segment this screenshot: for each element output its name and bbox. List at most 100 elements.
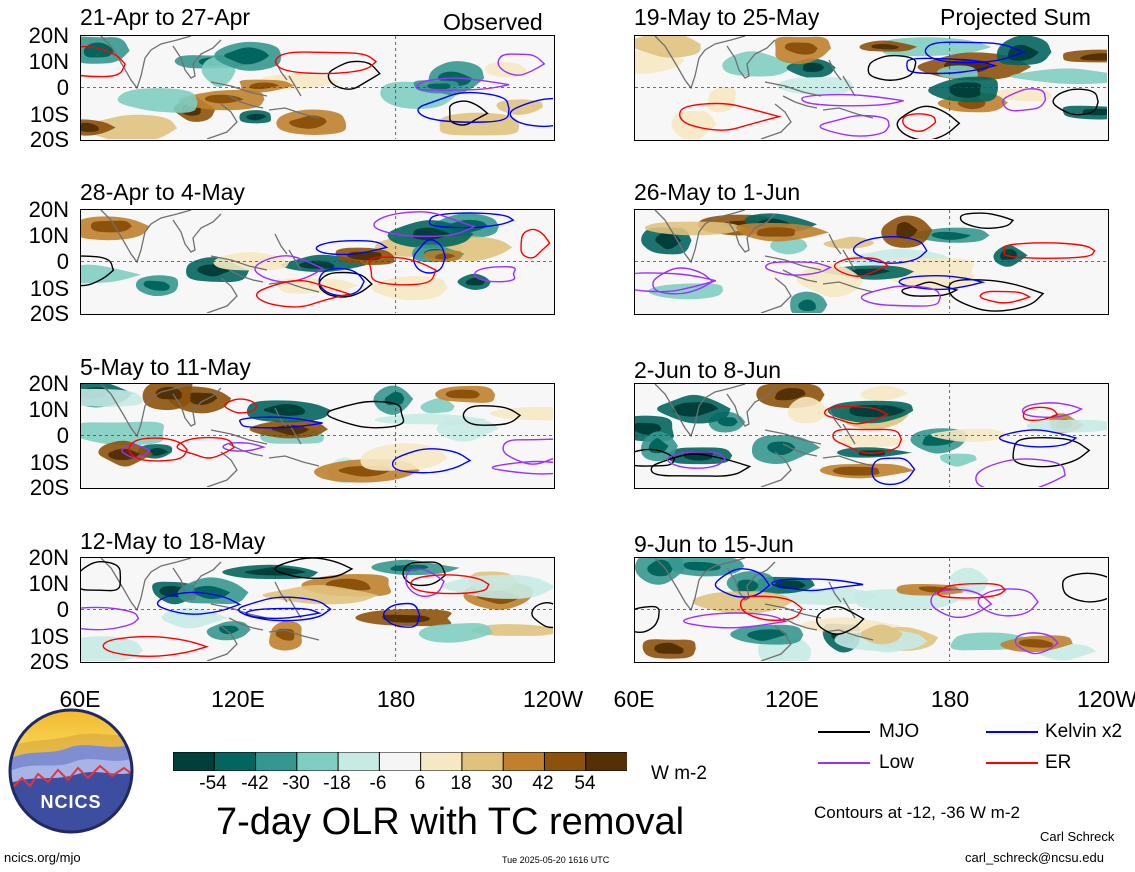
lat-label: 20S (29, 649, 69, 674)
coastline (274, 233, 288, 255)
olr-anomaly-blob (671, 110, 717, 139)
colorbar-swatch (543, 751, 587, 772)
olr-anomaly-core (83, 42, 115, 58)
map-panel-7 (634, 383, 1109, 489)
contour-kelvin (509, 97, 553, 128)
colorbar-tick-label: -42 (241, 773, 269, 794)
contour-low (373, 211, 477, 238)
contour-er (176, 436, 235, 459)
olr-map-plot (635, 210, 1107, 313)
olr-anomaly-blob (775, 588, 877, 605)
contour-kelvin (412, 239, 446, 274)
coastline (228, 269, 264, 283)
olr-anomaly-blob (644, 221, 747, 236)
olr-anomaly-blob (722, 51, 795, 77)
contour-kelvin (318, 267, 365, 297)
contour-er (368, 256, 437, 286)
contour-mjo (896, 105, 961, 139)
contour-low (860, 285, 942, 307)
olr-anomaly-core (81, 122, 99, 132)
olr-anomaly-core (848, 268, 891, 276)
contour-er (1022, 406, 1059, 422)
lat-label: 20S (29, 127, 69, 152)
panel-title-8: 9-Jun to 15-Jun (634, 531, 794, 557)
panel-title-5: 19-May to 25-May (634, 4, 820, 30)
map-panel-6 (634, 209, 1109, 315)
panel-tag-projected: Projected Sum (940, 4, 1091, 30)
lat-label: 20S (29, 301, 69, 326)
contour-er (128, 437, 188, 462)
coastline (760, 451, 792, 487)
coastline (210, 255, 268, 271)
coastline (760, 277, 792, 313)
lat-label: 0 (56, 249, 69, 274)
olr-map-plot (635, 384, 1107, 487)
olr-anomaly-core (635, 422, 662, 435)
olr-anomaly-core (756, 227, 795, 237)
panel-title-6: 26-May to 1-Jun (634, 179, 801, 205)
coastline (726, 39, 776, 79)
logo-text: NCICS (40, 792, 102, 812)
contour-low (1014, 632, 1060, 655)
legend: MJO Kelvin x2 Low ER (816, 718, 1135, 778)
lat-label: 10S (29, 450, 69, 475)
lat-label: 20N (28, 197, 69, 222)
map-panel-8 (634, 557, 1109, 663)
olr-anomaly-core (244, 567, 307, 576)
contour-er (832, 428, 903, 454)
contour-mjo (948, 278, 1045, 312)
olr-map-plot (81, 384, 553, 487)
contour-mjo (318, 271, 373, 298)
coastline (172, 213, 222, 253)
contour-er (679, 102, 782, 131)
olr-anomaly-blob (1010, 68, 1107, 85)
website-link[interactable]: ncics.org/mjo (4, 850, 81, 865)
olr-anomaly-core (918, 586, 957, 593)
coastline (210, 603, 268, 619)
panel-title-1: 21-Apr to 27-Apr (80, 4, 251, 30)
figure-title: 7-day OLR with TC removal (216, 801, 685, 843)
colorbar-swatch (255, 751, 298, 772)
coastline (760, 103, 792, 139)
contour-er (224, 398, 258, 414)
olr-anomaly-blob (860, 385, 909, 401)
coastline (726, 561, 776, 601)
contour-low (635, 272, 716, 293)
olr-anomaly-blob (484, 61, 527, 78)
lat-label: 20N (28, 23, 69, 48)
contour-er (255, 279, 352, 308)
contour-er (937, 582, 1007, 599)
olr-anomaly-core (246, 113, 267, 121)
coastline (206, 277, 238, 313)
colorbar-swatch (502, 751, 546, 772)
coastline (288, 75, 302, 97)
colorbar-tick-label: -54 (199, 773, 227, 794)
coastline (760, 625, 792, 661)
contour-er (1003, 242, 1096, 259)
olr-anomaly-blob (1026, 419, 1107, 433)
contour-low (473, 265, 516, 283)
lat-label: 10N (28, 571, 69, 596)
olr-anomaly-core (149, 447, 169, 456)
colorbar-tick-label: -30 (282, 773, 310, 794)
contour-low (491, 460, 553, 475)
olr-anomaly-core (871, 43, 900, 50)
lat-label: 10S (29, 276, 69, 301)
olr-anomaly-blob (776, 77, 854, 96)
contour-kelvin (714, 568, 771, 598)
olr-anomaly-blob (420, 398, 455, 414)
colorbar-swatch (296, 751, 340, 772)
lon-label: 120E (211, 686, 265, 712)
lat-label: 10N (28, 49, 69, 74)
contour-low (1021, 402, 1084, 419)
contour-mjo (1062, 572, 1107, 603)
lat-label: 0 (56, 597, 69, 622)
contour-er (823, 405, 889, 425)
contour-er (833, 257, 890, 277)
coastline (764, 81, 822, 97)
olr-anomaly-blob (81, 114, 178, 139)
panel-tag-observed: Observed (443, 9, 543, 35)
lat-label: 10N (28, 397, 69, 422)
olr-anomaly-core (1018, 639, 1054, 648)
panel-title-4: 12-May to 18-May (80, 528, 266, 554)
